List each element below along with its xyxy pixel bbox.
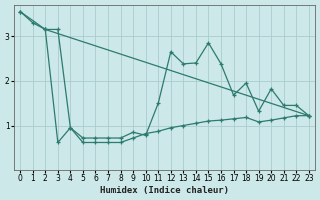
X-axis label: Humidex (Indice chaleur): Humidex (Indice chaleur) — [100, 186, 229, 195]
